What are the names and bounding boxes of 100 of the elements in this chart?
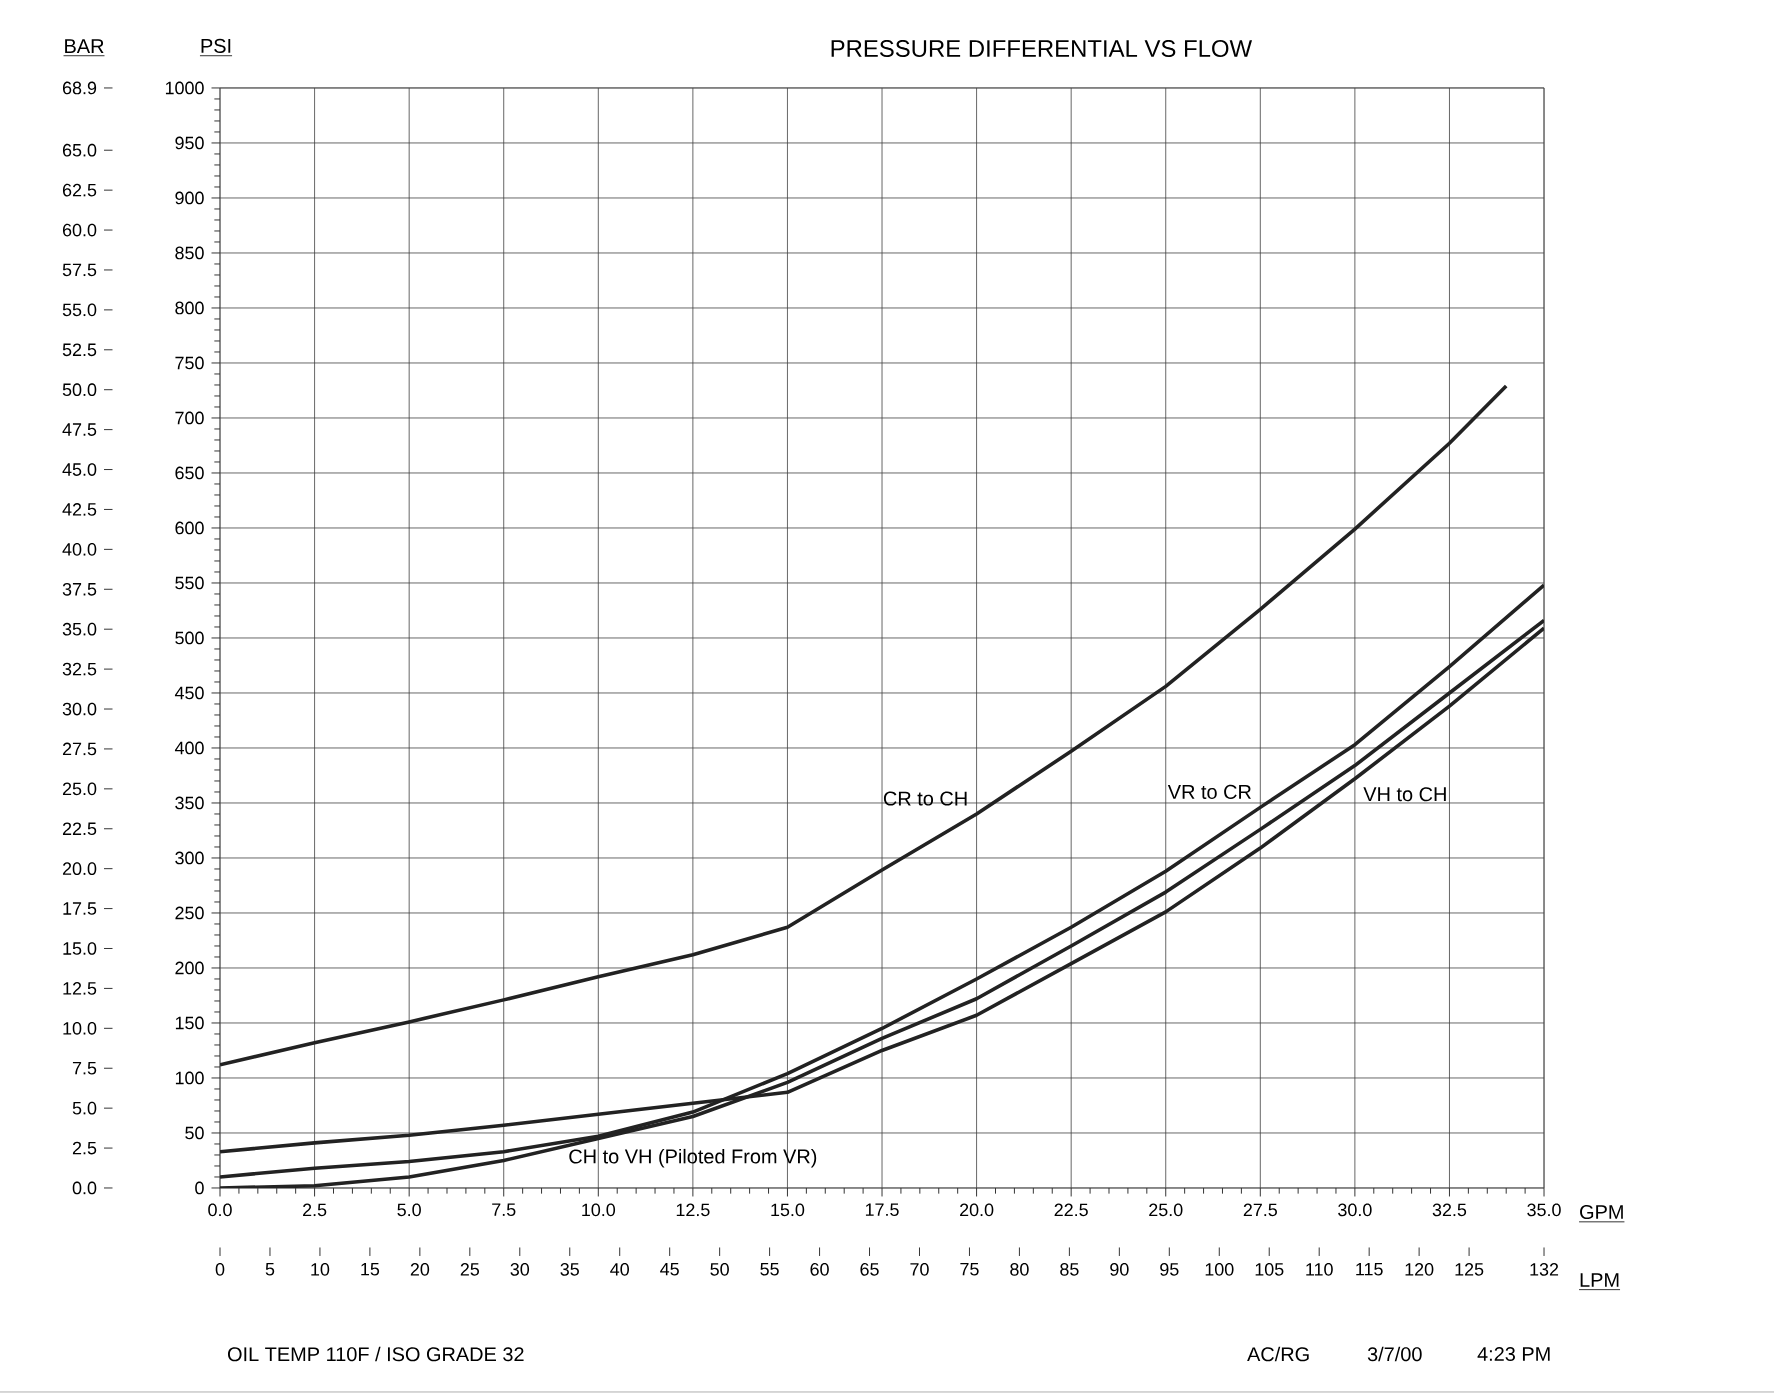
y-tick-label: 850: [175, 246, 204, 260]
y-tick-label: 150: [175, 1016, 204, 1030]
y2-tick-label: 25.0: [62, 782, 97, 796]
line-series: [220, 384, 1508, 1067]
x2-tick-label: 30: [510, 1263, 530, 1276]
x-tick-label: 25.0: [1149, 1203, 1183, 1217]
y-tick-label: 750: [175, 356, 204, 370]
x-tick-label: 30.0: [1338, 1203, 1372, 1217]
x-tick-label: 22.5: [1054, 1203, 1088, 1217]
y2-tick-label: 22.5: [62, 822, 97, 836]
x2-tick-label: 65: [860, 1263, 879, 1276]
x2-tick-label: 125: [1455, 1263, 1484, 1276]
y2-tick-label: 2.5: [72, 1141, 97, 1155]
x2-tick-label: 110: [1306, 1263, 1333, 1276]
y-tick-label: 550: [175, 576, 204, 590]
text: 4:23 PM: [1477, 1346, 1550, 1362]
x-tick-label: 0.0: [208, 1203, 232, 1217]
x2-tick-label: 55: [760, 1263, 779, 1276]
y-tick-label: 950: [175, 136, 204, 150]
y-axis-title: PSI: [201, 38, 231, 53]
x-tick-label: 20.0: [960, 1203, 994, 1217]
x2-tick-label: 115: [1356, 1263, 1383, 1276]
y-tick-label: 400: [174, 741, 204, 755]
y2-tick-label: 15.0: [63, 942, 97, 955]
x2-tick-label: 15: [361, 1263, 380, 1276]
y2-tick-label: 5.0: [72, 1101, 97, 1115]
x2-tick-label: 0: [215, 1263, 225, 1276]
x2-tick-label: 132: [1530, 1263, 1559, 1276]
y2-tick-label: 50.0: [62, 383, 97, 397]
y2-tick-label: 60.0: [62, 223, 97, 237]
x-tick-label: 15.0: [771, 1203, 805, 1217]
y-tick-label: 350: [175, 796, 204, 810]
y2-tick-label: 57.5: [62, 263, 97, 277]
y-tick-label: 50: [185, 1126, 204, 1140]
y2-tick-label: 47.5: [62, 423, 97, 436]
y2-tick-label: 35.0: [62, 622, 97, 636]
y2-tick-label: 40.0: [62, 543, 97, 556]
x-tick-label: 27.5: [1243, 1203, 1277, 1217]
x-tick-label: 5.0: [397, 1203, 421, 1217]
x-tick-label: 7.5: [492, 1203, 516, 1217]
y2-tick-label: 42.5: [62, 503, 97, 516]
y-tick-label: 300: [175, 851, 204, 865]
x-tick-label: 12.5: [676, 1203, 710, 1217]
text: AC/RG: [1247, 1346, 1309, 1362]
y-tick-label: 500: [175, 631, 204, 645]
x2-axis-title: LPM: [1580, 1273, 1619, 1287]
text: 3/7/00: [1367, 1346, 1422, 1362]
y2-tick-label: 20.0: [62, 862, 97, 876]
y2-tick-label: 27.5: [62, 742, 97, 756]
y-tick-label: 700: [175, 411, 204, 425]
y-tick-label: 900: [175, 191, 204, 205]
series-label: VH to CH: [1363, 787, 1446, 802]
y-tick-label: 600: [175, 521, 204, 535]
series-label: VR to CR: [1167, 784, 1251, 799]
x2-tick-label: 10: [311, 1263, 330, 1276]
x2-tick-label: 5: [265, 1263, 275, 1276]
y2-tick-label: 65.0: [62, 143, 97, 157]
x-tick-label: 32.5: [1432, 1203, 1467, 1217]
y-tick-label: 450: [174, 686, 204, 700]
x2-tick-label: 35: [560, 1263, 579, 1276]
y2-tick-label: 30.0: [62, 702, 97, 716]
y2-axis-title: BAR: [65, 39, 104, 53]
y-tick-label: 650: [175, 466, 204, 480]
x2-tick-label: 20: [410, 1263, 430, 1276]
x2-tick-label: 120: [1405, 1263, 1434, 1276]
y-tick-label: 800: [175, 301, 204, 315]
y-tick-label: 200: [175, 961, 204, 975]
y2-tick-label: 37.5: [62, 582, 97, 596]
y2-tick-label: 17.5: [63, 902, 97, 915]
x-tick-label: 35.0: [1527, 1203, 1561, 1217]
x2-tick-label: 60: [810, 1263, 829, 1276]
y-tick-label: 100: [175, 1071, 204, 1085]
x2-tick-label: 45: [660, 1263, 679, 1276]
y2-tick-label: 10.0: [63, 1021, 97, 1035]
x2-tick-label: 25: [460, 1263, 480, 1276]
series-label: CR to CH: [883, 791, 967, 806]
y2-tick-label: 68.9: [62, 81, 97, 95]
x2-tick-label: 50: [710, 1263, 729, 1276]
y-tick-label: 1000: [165, 81, 204, 95]
x2-tick-label: 95: [1160, 1263, 1179, 1276]
y2-tick-label: 52.5: [62, 343, 97, 357]
x2-tick-label: 80: [1010, 1263, 1029, 1276]
x2-tick-label: 105: [1255, 1263, 1284, 1276]
y2-tick-label: 7.5: [72, 1061, 97, 1075]
x2-tick-label: 75: [960, 1263, 979, 1276]
y-tick-label: 0: [195, 1181, 204, 1195]
y2-tick-label: 62.5: [62, 183, 97, 197]
text: OIL TEMP 110F / ISO GRADE 32: [227, 1346, 524, 1362]
x2-tick-label: 100: [1205, 1263, 1234, 1276]
x2-tick-label: 85: [1060, 1263, 1079, 1276]
x-tick-label: 17.5: [865, 1203, 899, 1217]
chart-title: PRESSURE DIFFERENTIAL VS FLOW: [831, 40, 1253, 57]
y2-tick-label: 45.0: [62, 463, 97, 476]
y2-tick-label: 32.5: [62, 662, 97, 676]
y2-tick-label: 55.0: [62, 303, 97, 317]
x2-tick-label: 40: [610, 1263, 629, 1276]
x2-tick-label: 70: [910, 1263, 929, 1276]
x-tick-label: 10.0: [582, 1203, 616, 1217]
x2-tick-label: 90: [1110, 1263, 1129, 1276]
y2-tick-label: 0.0: [72, 1181, 97, 1195]
